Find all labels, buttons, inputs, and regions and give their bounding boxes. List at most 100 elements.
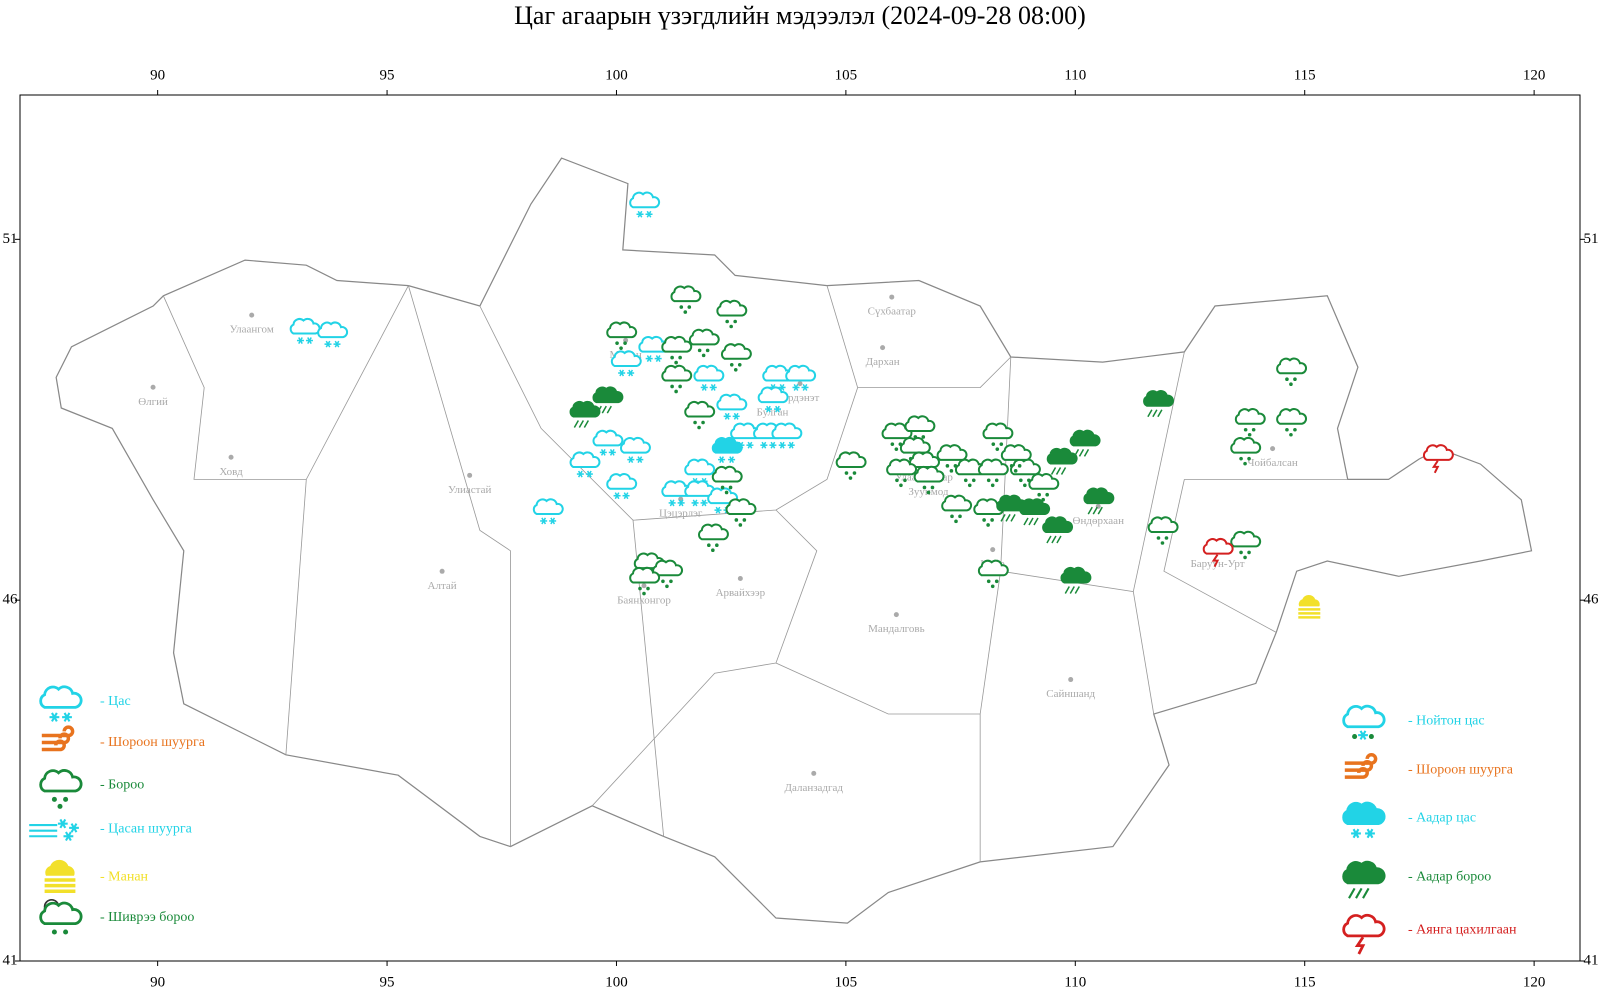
x-tick-label: 105 bbox=[835, 67, 858, 83]
drop bbox=[890, 442, 895, 446]
station-symbol bbox=[592, 429, 624, 456]
drop bbox=[1239, 456, 1243, 461]
station-symbol bbox=[1230, 530, 1262, 560]
drop bbox=[679, 305, 684, 309]
city-dot bbox=[1068, 677, 1074, 683]
country-outline bbox=[55, 157, 1533, 924]
city-dot bbox=[1270, 446, 1276, 452]
drop bbox=[991, 442, 996, 446]
city-dot bbox=[467, 472, 473, 478]
snowflake bbox=[646, 355, 652, 362]
legend-label: - Цас bbox=[100, 694, 131, 709]
station-symbol bbox=[936, 444, 968, 473]
city-label: Даланзадгад bbox=[784, 782, 843, 794]
drop bbox=[669, 579, 673, 584]
snowflake bbox=[600, 448, 606, 456]
drop bbox=[711, 548, 715, 553]
rain-streak bbox=[1028, 517, 1034, 526]
snowflake bbox=[747, 441, 753, 449]
drop bbox=[701, 420, 705, 425]
station-symbol bbox=[721, 343, 752, 372]
snowflake bbox=[1359, 730, 1367, 740]
snowflake bbox=[678, 499, 684, 507]
drop bbox=[990, 483, 995, 488]
cloud bbox=[1019, 498, 1051, 515]
legend-label: - Цасан шуурга bbox=[100, 821, 193, 836]
drop bbox=[1239, 550, 1243, 555]
drop bbox=[742, 518, 747, 522]
station-symbol bbox=[711, 437, 743, 464]
city-label: Баруун-Урт bbox=[1190, 558, 1244, 570]
drop bbox=[678, 384, 682, 389]
drop bbox=[1013, 469, 1018, 473]
city-label: Арвайхээр bbox=[716, 587, 766, 599]
city-dot bbox=[797, 381, 803, 387]
city-label: Сайншанд bbox=[1046, 688, 1095, 700]
rain-streak bbox=[1046, 535, 1052, 544]
station-symbol bbox=[1276, 408, 1308, 437]
y-tick-label: 46 bbox=[3, 592, 19, 608]
rain-streak bbox=[1092, 506, 1098, 515]
cloud bbox=[1083, 487, 1115, 505]
cloud bbox=[711, 437, 743, 454]
snowflake bbox=[325, 340, 331, 348]
rain-streak bbox=[1055, 467, 1062, 475]
cloud bbox=[610, 350, 642, 368]
station-symbol bbox=[1000, 444, 1032, 473]
drop bbox=[999, 442, 1004, 446]
drop bbox=[674, 360, 678, 365]
cloud bbox=[606, 321, 638, 339]
drop bbox=[619, 346, 623, 350]
drop bbox=[670, 355, 674, 360]
cloud bbox=[670, 285, 702, 303]
station-symbol bbox=[620, 437, 651, 464]
drop bbox=[1243, 427, 1248, 432]
drop bbox=[693, 420, 697, 425]
cloud bbox=[652, 559, 684, 577]
city-label: Алтай bbox=[428, 580, 457, 592]
station-symbol bbox=[785, 364, 817, 391]
wind-line bbox=[41, 739, 66, 752]
map-frame bbox=[19, 94, 1581, 962]
snowflake bbox=[63, 712, 71, 722]
station-symbol bbox=[881, 422, 913, 451]
drop bbox=[715, 543, 719, 548]
cloud bbox=[693, 364, 725, 382]
rain-streak bbox=[1147, 409, 1153, 418]
cloud bbox=[629, 566, 661, 584]
drop bbox=[986, 579, 991, 584]
station-symbol bbox=[886, 458, 918, 488]
cloud bbox=[835, 451, 867, 469]
drop bbox=[1156, 536, 1161, 540]
rain-streak bbox=[1000, 513, 1006, 522]
station-symbol bbox=[1298, 594, 1321, 619]
city-label: Эрдэнэт bbox=[781, 392, 820, 404]
city-label: Булган bbox=[757, 407, 789, 419]
legend-label: - Бороо bbox=[100, 778, 144, 793]
legend-symbol bbox=[29, 818, 79, 842]
cloud bbox=[771, 422, 803, 440]
station-symbol bbox=[1234, 408, 1266, 437]
drop bbox=[729, 363, 734, 367]
cloud bbox=[721, 343, 752, 360]
city-dot bbox=[811, 770, 817, 776]
station-symbol bbox=[1143, 390, 1174, 418]
station-symbol bbox=[1046, 447, 1078, 475]
station-symbol bbox=[711, 465, 743, 495]
x-tick-label: 95 bbox=[380, 67, 395, 83]
drop bbox=[705, 348, 710, 353]
snowflake bbox=[766, 405, 771, 413]
cloud bbox=[684, 458, 716, 476]
cloud bbox=[1342, 913, 1386, 938]
cloud bbox=[1342, 860, 1386, 885]
drop bbox=[1289, 432, 1293, 437]
drop bbox=[724, 490, 729, 495]
cloud bbox=[725, 498, 757, 515]
station-symbol bbox=[1060, 566, 1092, 594]
cloud bbox=[716, 299, 748, 317]
legend-label: - Аадар цас bbox=[1408, 810, 1476, 825]
drop bbox=[670, 384, 674, 389]
snowflake bbox=[793, 384, 799, 391]
y-tick-label: 41 bbox=[3, 952, 18, 968]
